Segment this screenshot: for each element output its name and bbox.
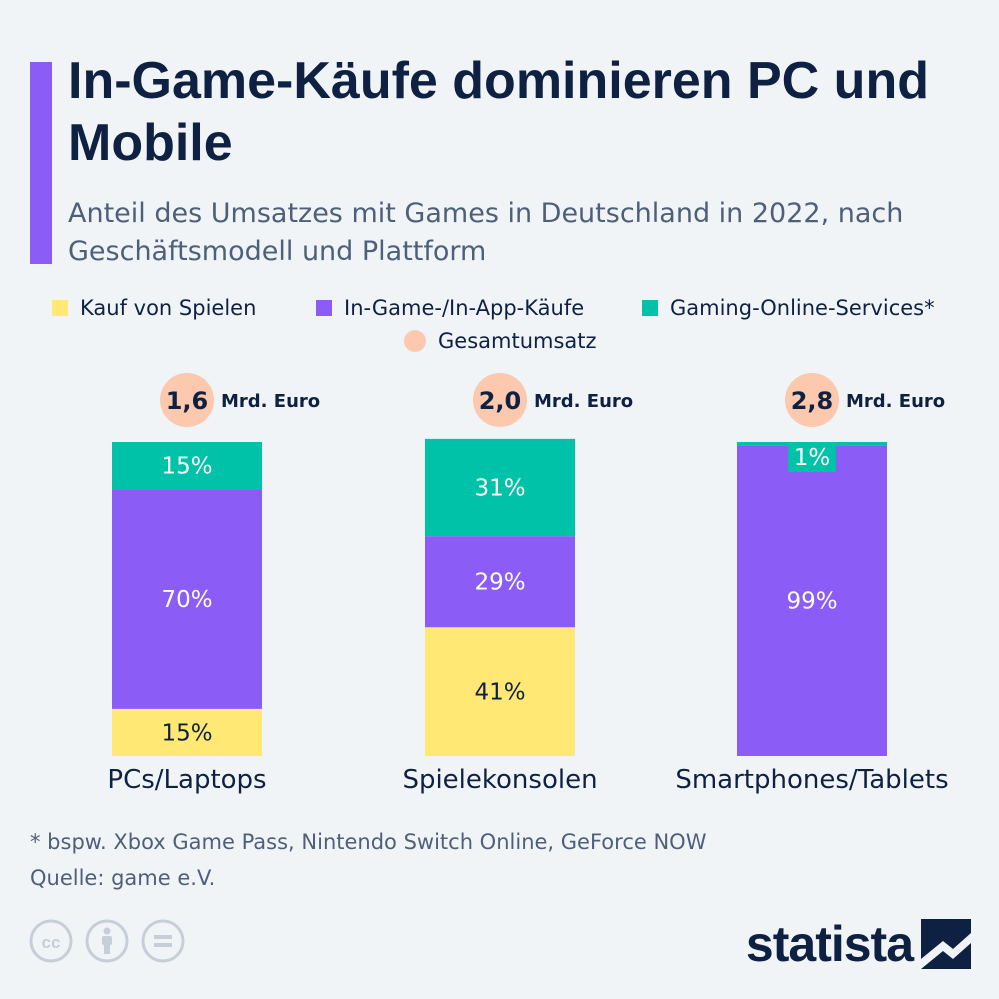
legend-item-ingame: In-Game-/In-App-Käufe — [316, 296, 584, 320]
bar-segment — [425, 536, 575, 628]
legend-item-gesamt: Gesamtumsatz — [404, 329, 597, 353]
legend-swatch-ingame — [316, 300, 332, 316]
data-label: 29% — [474, 570, 525, 596]
category-label: Smartphones/Tablets — [675, 765, 948, 795]
data-label: 41% — [474, 680, 525, 706]
source: Quelle: game e.V. — [30, 866, 216, 890]
bar-segment — [425, 438, 575, 537]
legend-label: Kauf von Spielen — [80, 296, 257, 320]
legend-swatch-online — [642, 300, 658, 316]
category-label: PCs/Laptops — [107, 765, 266, 795]
bar-segment — [112, 442, 262, 490]
license-icons: cc — [28, 918, 186, 964]
stacked-bar-chart: 15% 70% 15% 1,6 Mrd. Euro PCs/Laptops 41% 29% 31… — [107, 373, 949, 795]
total-value: 2,8 — [791, 387, 834, 415]
svg-text:cc: cc — [42, 933, 61, 952]
chart-title: In-Game-Käufe dominieren PC und Mobile — [68, 52, 929, 172]
total-unit: Mrd. Euro — [534, 391, 633, 412]
bar-segment — [112, 489, 262, 709]
footnote: * bspw. Xbox Game Pass, Nintendo Switch … — [30, 830, 707, 854]
data-label: 15% — [161, 720, 212, 746]
data-label: 70% — [161, 587, 212, 613]
data-label: 1% — [794, 445, 831, 471]
total-unit: Mrd. Euro — [221, 391, 320, 412]
data-label-box — [788, 442, 836, 472]
data-label: 15% — [161, 454, 212, 480]
data-label: 99% — [786, 589, 837, 615]
chart-subtitle: Anteil des Umsatzes mit Games in Deutsch… — [68, 198, 904, 267]
total-value: 2,0 — [479, 387, 522, 415]
total-bubble — [785, 373, 839, 427]
statista-brand: statista — [746, 915, 971, 973]
legend-label: Gesamtumsatz — [438, 329, 597, 353]
brand-name: statista — [745, 916, 914, 972]
legend: Kauf von Spielen In-Game-/In-App-Käufe G… — [0, 296, 999, 360]
total-unit: Mrd. Euro — [846, 391, 945, 412]
total-bubble — [160, 373, 214, 427]
legend-item-online: Gaming-Online-Services* — [642, 296, 935, 320]
data-label: 31% — [474, 476, 525, 502]
bar-segment — [737, 445, 887, 756]
title-accent-bar — [30, 62, 52, 264]
bar-segment — [425, 627, 575, 756]
total-value: 1,6 — [166, 387, 209, 415]
bar-segment — [112, 708, 262, 756]
legend-dot-gesamt — [404, 330, 426, 352]
by-icon — [85, 919, 129, 963]
statista-logo-icon — [921, 919, 971, 969]
legend-label: In-Game-/In-App-Käufe — [344, 296, 585, 320]
legend-item-kauf: Kauf von Spielen — [52, 296, 256, 320]
nd-icon — [141, 919, 185, 963]
total-bubble — [473, 373, 527, 427]
cc-icon: cc — [29, 919, 73, 963]
legend-label: Gaming-Online-Services* — [670, 296, 935, 320]
category-label: Spielekonsolen — [402, 765, 597, 795]
legend-swatch-kauf — [52, 300, 68, 316]
